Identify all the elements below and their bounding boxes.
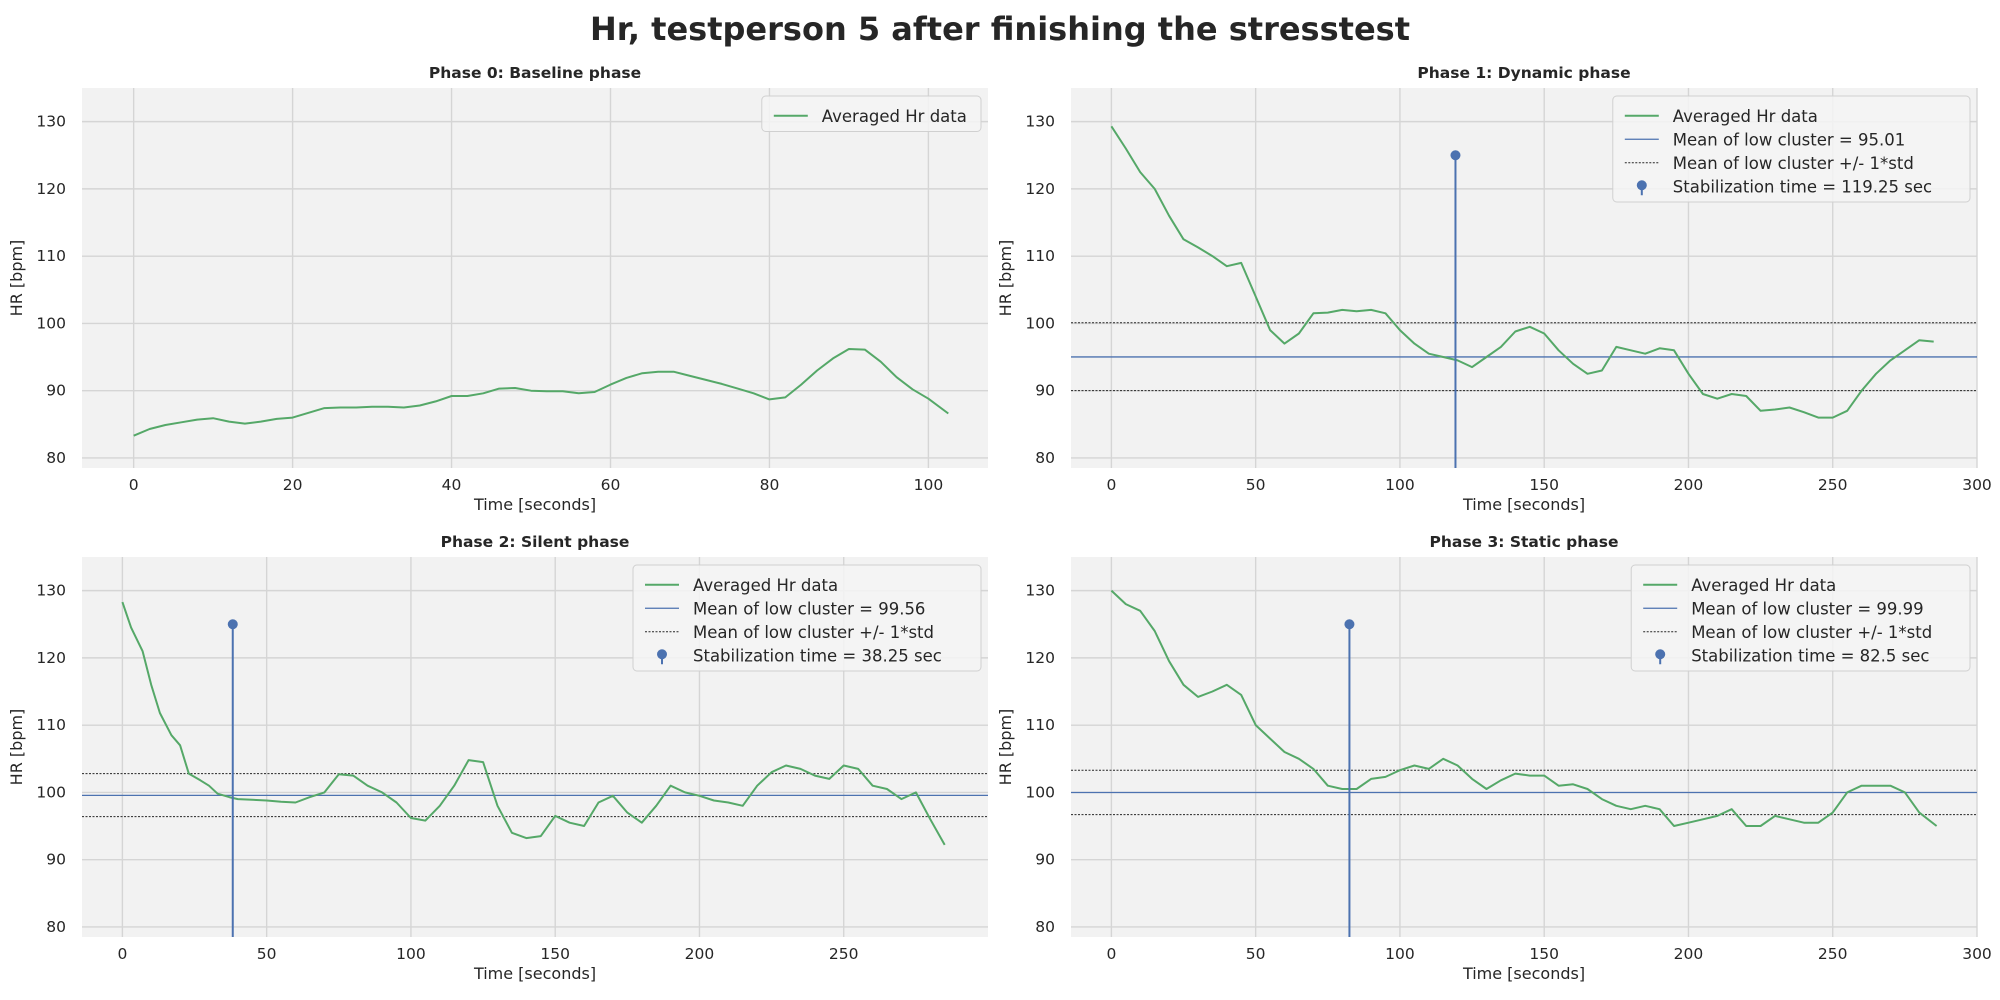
y-tick-label: 130 bbox=[36, 113, 66, 131]
subplot-title: Phase 3: Static phase bbox=[1429, 533, 1618, 551]
series-line-averaged-hr-data bbox=[121, 601, 946, 846]
legend-label: Stabilization time = 82.5 sec bbox=[1691, 646, 1929, 665]
x-tick-label: 300 bbox=[1962, 476, 1992, 494]
x-tick-label: 200 bbox=[1674, 476, 1704, 494]
y-tick-label: 100 bbox=[1025, 783, 1055, 801]
legend-label: Mean of low cluster = 95.01 bbox=[1673, 130, 1905, 149]
x-tick-label: 100 bbox=[1385, 476, 1415, 494]
x-tick-label: 60 bbox=[601, 476, 621, 494]
x-tick-label: 100 bbox=[1385, 945, 1415, 963]
y-tick-label: 80 bbox=[1035, 918, 1055, 936]
y-axis-label: HR [bpm] bbox=[996, 709, 1015, 786]
x-tick-label: 150 bbox=[1529, 476, 1559, 494]
y-tick-label: 90 bbox=[1035, 851, 1055, 869]
x-tick-label: 0 bbox=[1106, 476, 1116, 494]
x-tick-label: 50 bbox=[1246, 945, 1266, 963]
legend-label: Averaged Hr data bbox=[1673, 107, 1818, 126]
x-tick-label: 100 bbox=[914, 476, 944, 494]
x-tick-label: 150 bbox=[1529, 945, 1559, 963]
x-tick-label: 0 bbox=[117, 945, 127, 963]
series-line-averaged-hr-data bbox=[1110, 125, 1934, 419]
y-tick-label: 110 bbox=[1025, 716, 1055, 734]
legend-label: Mean of low cluster +/- 1*std bbox=[1691, 623, 1932, 642]
y-tick-label: 90 bbox=[46, 851, 66, 869]
subplot-silent-phase: 0 50 100 150 200 250 80 90 100 110 120 130 Time [sec… bbox=[7, 533, 988, 983]
y-tick-label: 110 bbox=[1025, 247, 1055, 265]
legend-swatch-marker bbox=[657, 649, 667, 660]
y-tick-label: 100 bbox=[36, 783, 66, 801]
x-tick-label: 0 bbox=[129, 476, 139, 494]
x-tick-label: 40 bbox=[442, 476, 462, 494]
series-line-averaged-hr-data bbox=[133, 348, 949, 437]
x-tick-label: 20 bbox=[283, 476, 303, 494]
subplot-title: Phase 2: Silent phase bbox=[441, 533, 630, 551]
x-tick-label: 250 bbox=[1818, 945, 1848, 963]
legend-label: Mean of low cluster = 99.56 bbox=[693, 599, 925, 618]
y-tick-label: 100 bbox=[36, 314, 66, 332]
y-axis-label: HR [bpm] bbox=[996, 240, 1015, 317]
x-axis-label: Time [seconds] bbox=[473, 495, 596, 514]
y-tick-label: 80 bbox=[46, 449, 66, 467]
legend-label: Mean of low cluster +/- 1*std bbox=[693, 623, 934, 642]
x-tick-label: 300 bbox=[1962, 945, 1992, 963]
subplot-dynamic-phase: 0 50 100 150 200 250 300 80 90 100 110 120 130 Time [… bbox=[996, 64, 1992, 514]
x-tick-label: 0 bbox=[1106, 945, 1116, 963]
x-tick-label: 250 bbox=[1818, 476, 1848, 494]
legend-label: Stabilization time = 119.25 sec bbox=[1673, 177, 1932, 196]
y-tick-label: 80 bbox=[1035, 449, 1055, 467]
y-tick-label: 120 bbox=[36, 180, 66, 198]
y-tick-label: 110 bbox=[36, 716, 66, 734]
x-tick-label: 200 bbox=[685, 945, 715, 963]
figure-title: Hr, testperson 5 after finishing the str… bbox=[590, 10, 1410, 48]
x-axis-label: Time [seconds] bbox=[473, 964, 596, 983]
subplot-baseline-phase: 0 20 40 60 80 100 80 90 100 110 120 130 Time [second… bbox=[7, 64, 988, 514]
legend-label: Averaged Hr data bbox=[1691, 576, 1836, 595]
series-line-averaged-hr-data bbox=[1110, 589, 1938, 827]
legend-swatch-marker bbox=[1655, 649, 1666, 660]
legend-swatch-marker bbox=[1636, 180, 1647, 191]
legend bbox=[632, 564, 982, 672]
y-tick-label: 120 bbox=[36, 649, 66, 667]
y-axis-label: HR [bpm] bbox=[7, 240, 26, 317]
y-tick-label: 110 bbox=[36, 247, 66, 265]
y-tick-label: 130 bbox=[1025, 113, 1055, 131]
y-tick-label: 90 bbox=[1035, 382, 1055, 400]
x-tick-label: 50 bbox=[257, 945, 277, 963]
legend bbox=[1612, 95, 1971, 203]
x-axis-label: Time [seconds] bbox=[1462, 495, 1585, 514]
legend-label: Mean of low cluster = 99.99 bbox=[1691, 599, 1923, 618]
y-tick-label: 130 bbox=[1025, 582, 1055, 600]
x-tick-label: 150 bbox=[540, 945, 570, 963]
y-tick-label: 120 bbox=[1025, 180, 1055, 198]
stabilization-marker bbox=[1344, 619, 1355, 630]
legend-label: Mean of low cluster +/- 1*std bbox=[1673, 154, 1914, 173]
y-tick-label: 100 bbox=[1025, 314, 1055, 332]
y-axis-label: HR [bpm] bbox=[7, 709, 26, 786]
subplot-title: Phase 1: Dynamic phase bbox=[1417, 64, 1630, 82]
y-tick-label: 120 bbox=[1025, 649, 1055, 667]
x-tick-label: 200 bbox=[1674, 945, 1704, 963]
x-tick-label: 80 bbox=[760, 476, 780, 494]
legend bbox=[1630, 564, 1971, 672]
stabilization-marker bbox=[227, 619, 238, 630]
legend-label: Stabilization time = 38.25 sec bbox=[693, 646, 942, 665]
legend-label: Averaged Hr data bbox=[822, 107, 967, 126]
subplot-static-phase: 0 50 100 150 200 250 300 80 90 100 110 120 130 Time [… bbox=[996, 533, 1992, 983]
subplot-title: Phase 0: Baseline phase bbox=[429, 64, 641, 82]
x-tick-label: 100 bbox=[396, 945, 426, 963]
y-tick-label: 80 bbox=[46, 918, 66, 936]
legend-label: Averaged Hr data bbox=[693, 576, 838, 595]
stabilization-marker bbox=[1450, 150, 1461, 161]
legend bbox=[761, 95, 982, 132]
x-tick-label: 50 bbox=[1246, 476, 1266, 494]
x-axis-label: Time [seconds] bbox=[1462, 964, 1585, 983]
y-tick-label: 130 bbox=[36, 582, 66, 600]
x-tick-label: 250 bbox=[829, 945, 859, 963]
y-tick-label: 90 bbox=[46, 382, 66, 400]
plot-area bbox=[82, 88, 988, 468]
